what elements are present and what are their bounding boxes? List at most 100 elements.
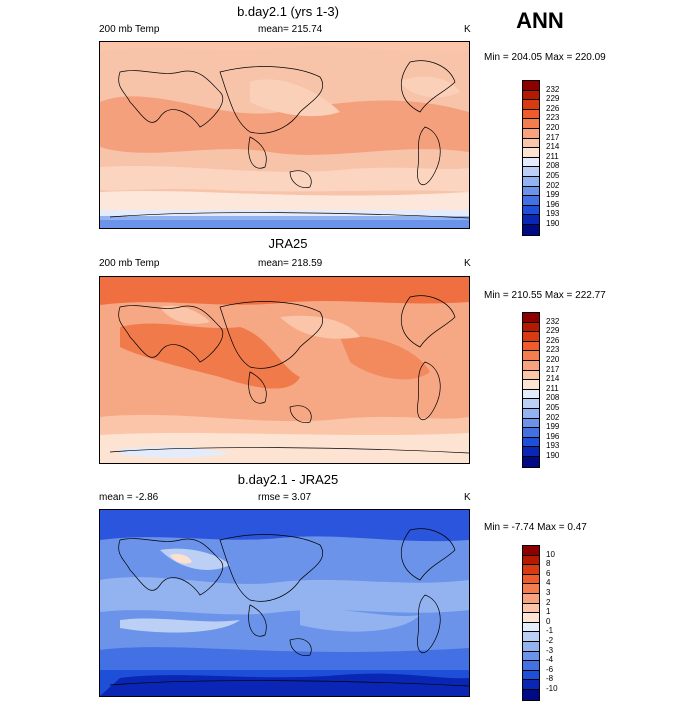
panel-3-mean-label: mean = -2.86: [99, 492, 159, 503]
panel-2-colorbar-label: 202: [546, 412, 560, 422]
panel-2-colorbar-swatch: [523, 351, 539, 361]
panel-2-colorbar-swatch: [523, 360, 539, 371]
panel-1-colorbar-swatch: [523, 81, 539, 91]
panel-1-colorbar-label: 208: [546, 161, 560, 171]
panel-2-colorbar-label: 193: [546, 441, 560, 451]
panel-2-colorbar-label: 196: [546, 431, 560, 441]
panel-1-colorbar-label: 232: [546, 84, 560, 94]
panel-3-colorbar: [522, 545, 540, 701]
panel-3-colorbar-label: -3: [546, 645, 554, 655]
panel-2-colorbar-swatch: [523, 399, 539, 409]
panel-2-colorbar-swatch: [523, 437, 539, 448]
panel-3-colorbar-swatch: [523, 613, 539, 623]
panel-1-colorbar-label: 226: [546, 103, 560, 113]
panel-1-colorbar-swatch: [523, 167, 539, 177]
panel-1-colorbar-swatch: [523, 205, 539, 216]
panel-2-colorbar-label: 217: [546, 364, 560, 374]
panel-3-colorbar-label: 0: [546, 616, 551, 626]
panel-2-map: [99, 276, 470, 464]
panel-2-colorbar-label: 229: [546, 326, 560, 336]
panel-3-rmse-label: rmse = 3.07: [258, 492, 312, 503]
panel-2-colorbar-label: 208: [546, 393, 560, 403]
panel-3-colorbar-swatch: [523, 670, 539, 681]
panel-3-contour-field: [100, 510, 469, 696]
panel-1-map: [99, 41, 470, 229]
panel-2-colorbar-label: 205: [546, 403, 560, 412]
panel-3-colorbar-label: -8: [546, 674, 554, 684]
panel-3-colorbar-label: 1: [546, 607, 551, 617]
panel-1-colorbar-label: 217: [546, 132, 560, 142]
panel-3-colorbar-label: -6: [546, 664, 554, 674]
panel-1-colorbar-label: 205: [546, 171, 560, 180]
panel-3-colorbar-label: -10: [546, 684, 558, 693]
panel-2-colorbar: [522, 312, 540, 468]
panel-1-units: K: [464, 24, 471, 35]
panel-2-colorbar-swatch: [523, 389, 539, 400]
panel-1-colorbar: [522, 80, 540, 236]
panel-2-colorbar-swatch: [523, 456, 539, 467]
panel-2-colorbar-swatch: [523, 408, 539, 419]
panel-1-colorbar-label: 196: [546, 199, 560, 209]
panel-3-colorbar-swatch: [523, 651, 539, 662]
panel-1-colorbar-swatch: [523, 109, 539, 120]
panel-2-mean-label: mean= 218.59: [258, 258, 323, 269]
panel-3-colorbar-swatch: [523, 680, 539, 690]
panel-3-colorbar-swatch: [523, 641, 539, 652]
panel-1-minmax: Min = 204.05 Max = 220.09: [484, 52, 606, 63]
panel-1-colorbar-label: 229: [546, 94, 560, 104]
panel-3-title: b.day2.1 - JRA25: [237, 472, 339, 487]
panel-1-colorbar-swatch: [523, 215, 539, 225]
panel-3-colorbar-label: 4: [546, 578, 551, 588]
panel-2-colorbar-swatch: [523, 380, 539, 390]
panel-2-colorbar-swatch: [523, 341, 539, 352]
panel-1-coastlines: [109, 60, 469, 219]
panel-3-colorbar-swatch: [523, 565, 539, 575]
panel-1-colorbar-swatch: [523, 176, 539, 187]
panel-1-colorbar-swatch: [523, 90, 539, 101]
panel-1-colorbar-label: 190: [546, 219, 560, 228]
panel-1-colorbar-swatch: [523, 138, 539, 149]
panel-1-colorbar-label: 193: [546, 209, 560, 219]
panel-2-colorbar-label: 211: [546, 383, 559, 393]
panel-3-colorbar-swatch: [523, 632, 539, 642]
panel-3-colorbar-label: -4: [546, 655, 554, 665]
panel-2-minmax: Min = 210.55 Max = 222.77: [484, 290, 606, 301]
panel-3-units: K: [464, 492, 471, 503]
panel-1-title: b.day2.1 (yrs 1-3): [237, 4, 339, 19]
panel-3-colorbar-swatch: [523, 546, 539, 556]
panel-1-colorbar-label: 211: [546, 151, 559, 161]
panel-3-colorbar-label: 8: [546, 559, 551, 569]
panel-2-colorbar-swatch: [523, 332, 539, 342]
panel-1-colorbar-swatch: [523, 100, 539, 110]
panel-3-colorbar-label: -1: [546, 626, 554, 636]
panel-3-colorbar-label: -2: [546, 636, 554, 645]
panel-1-colorbar-label: 199: [546, 190, 560, 200]
panel-2-units: K: [464, 258, 471, 269]
panel-2-colorbar-label: 214: [546, 374, 560, 384]
panel-3-colorbar-label: 3: [546, 588, 551, 597]
panel-2-colorbar-label: 199: [546, 422, 560, 432]
panel-3-colorbar-swatch: [523, 593, 539, 604]
panel-2-colorbar-swatch: [523, 447, 539, 457]
panel-1-colorbar-label: 223: [546, 113, 560, 123]
panel-1-colorbar-label: 220: [546, 123, 560, 132]
panel-1-colorbar-label: 214: [546, 142, 560, 152]
panel-3-colorbar-swatch: [523, 555, 539, 566]
season-label: ANN: [516, 8, 564, 33]
panel-1-colorbar-swatch: [523, 224, 539, 235]
panel-1-colorbar-swatch: [523, 119, 539, 129]
panel-1-colorbar-swatch: [523, 128, 539, 139]
panel-2-colorbar-swatch: [523, 322, 539, 333]
panel-1-colorbar-swatch: [523, 186, 539, 197]
panel-3-colorbar-swatch: [523, 574, 539, 585]
panel-3-colorbar-swatch: [523, 603, 539, 614]
panel-3-minmax: Min = -7.74 Max = 0.47: [484, 522, 587, 533]
panel-2-colorbar-label: 232: [546, 316, 560, 326]
panel-3-colorbar-swatch: [523, 661, 539, 671]
panel-2-contour-field: [100, 277, 469, 463]
panel-3-colorbar-swatch: [523, 584, 539, 594]
panel-3-colorbar-label: 6: [546, 568, 551, 578]
panel-2-colorbar-swatch: [523, 313, 539, 323]
panel-3-coastlines: [109, 528, 469, 687]
panel-2-colorbar-label: 223: [546, 345, 560, 355]
